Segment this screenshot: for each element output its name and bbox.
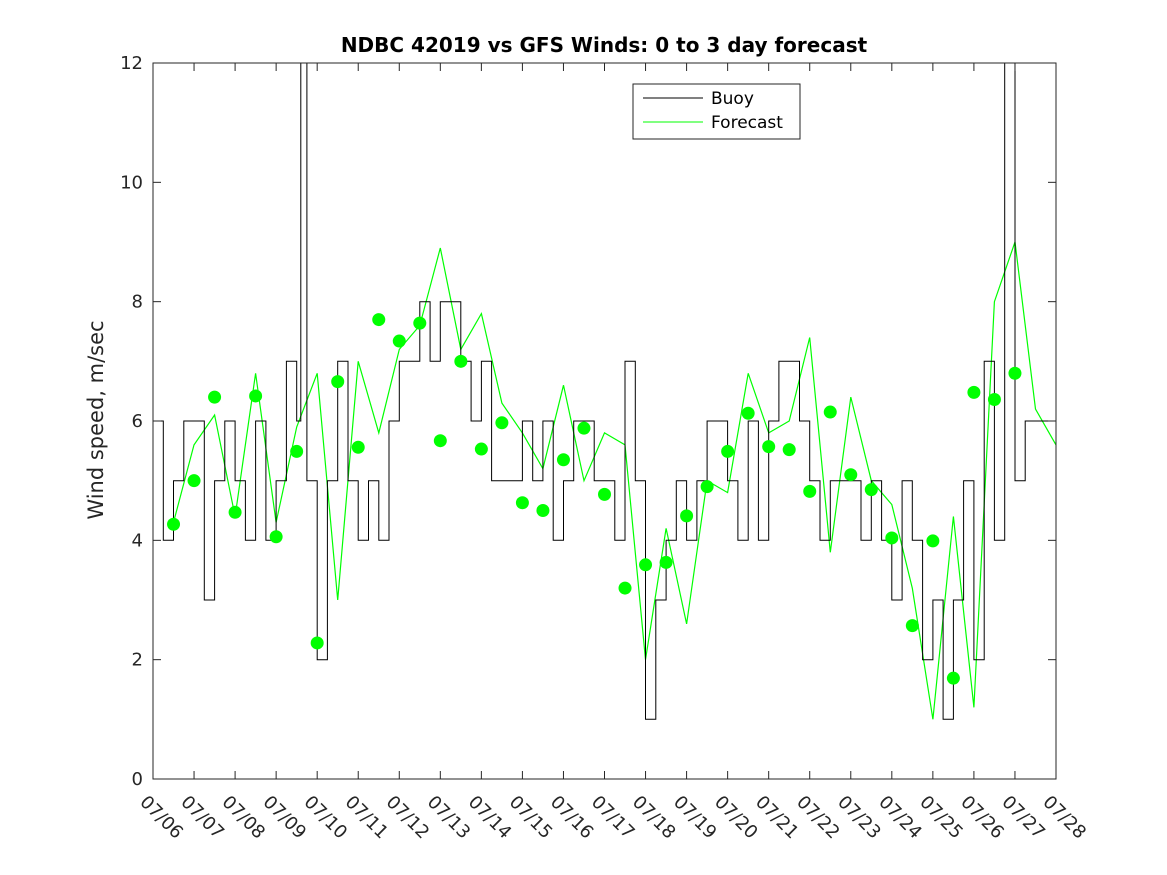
forecast-marker bbox=[208, 390, 222, 404]
plot-area bbox=[153, 63, 1056, 779]
forecast-marker bbox=[987, 393, 1001, 407]
forecast-marker bbox=[803, 484, 817, 498]
forecast-marker bbox=[331, 375, 345, 389]
forecast-marker bbox=[495, 416, 509, 430]
forecast-marker bbox=[474, 442, 488, 456]
forecast-marker bbox=[823, 405, 837, 419]
forecast-marker bbox=[433, 434, 447, 448]
series-layer bbox=[153, 62, 1057, 779]
forecast-marker bbox=[454, 354, 468, 368]
y-tick-label: 12 bbox=[120, 53, 143, 74]
y-tick-label: 2 bbox=[132, 650, 143, 671]
forecast-marker bbox=[515, 496, 529, 510]
forecast-marker bbox=[290, 444, 304, 458]
y-tick-label: 8 bbox=[132, 292, 143, 313]
forecast-marker bbox=[187, 474, 201, 488]
forecast-marker bbox=[556, 453, 570, 467]
forecast-marker bbox=[310, 636, 324, 650]
forecast-marker bbox=[659, 555, 673, 569]
forecast-marker bbox=[782, 443, 796, 457]
forecast-marker bbox=[536, 504, 550, 517]
forecast-marker bbox=[700, 480, 714, 494]
legend-label-forecast: Forecast bbox=[711, 113, 783, 133]
forecast-marker bbox=[598, 487, 611, 501]
legend-label-buoy: Buoy bbox=[711, 89, 754, 109]
forecast-marker bbox=[269, 530, 283, 544]
forecast-marker bbox=[762, 440, 776, 454]
forecast-marker bbox=[167, 517, 181, 531]
forecast-marker bbox=[741, 406, 755, 420]
forecast-marker bbox=[413, 316, 427, 330]
legend-box bbox=[632, 83, 801, 140]
chart-title: NDBC 42019 vs GFS Winds: 0 to 3 day fore… bbox=[341, 33, 868, 57]
forecast-marker bbox=[351, 440, 365, 454]
forecast-marker bbox=[885, 531, 899, 545]
forecast-marker bbox=[926, 534, 940, 548]
forecast-marker bbox=[946, 671, 960, 685]
forecast-marker bbox=[639, 558, 653, 572]
y-axis-label: Wind speed, m/sec bbox=[84, 320, 108, 519]
forecast-marker bbox=[249, 389, 263, 403]
y-tick-label: 4 bbox=[132, 530, 143, 551]
forecast-marker bbox=[618, 581, 632, 595]
forecast-marker bbox=[680, 509, 694, 523]
buoy-line bbox=[153, 62, 1056, 720]
forecast-marker bbox=[844, 468, 858, 482]
y-tick-label: 0 bbox=[132, 769, 143, 790]
forecast-marker bbox=[372, 313, 386, 327]
forecast-marker bbox=[967, 385, 981, 399]
y-tick-label: 6 bbox=[132, 411, 143, 432]
forecast-marker bbox=[392, 334, 406, 348]
forecast-marker bbox=[721, 444, 735, 458]
forecast-marker bbox=[905, 619, 919, 633]
forecast-line bbox=[172, 241, 1057, 720]
forecast-marker bbox=[1008, 366, 1022, 380]
y-tick-label: 10 bbox=[120, 172, 143, 193]
forecast-marker bbox=[577, 421, 591, 435]
forecast-marker bbox=[228, 505, 242, 519]
legend: Buoy Forecast bbox=[632, 83, 801, 140]
forecast-marker bbox=[864, 483, 878, 497]
